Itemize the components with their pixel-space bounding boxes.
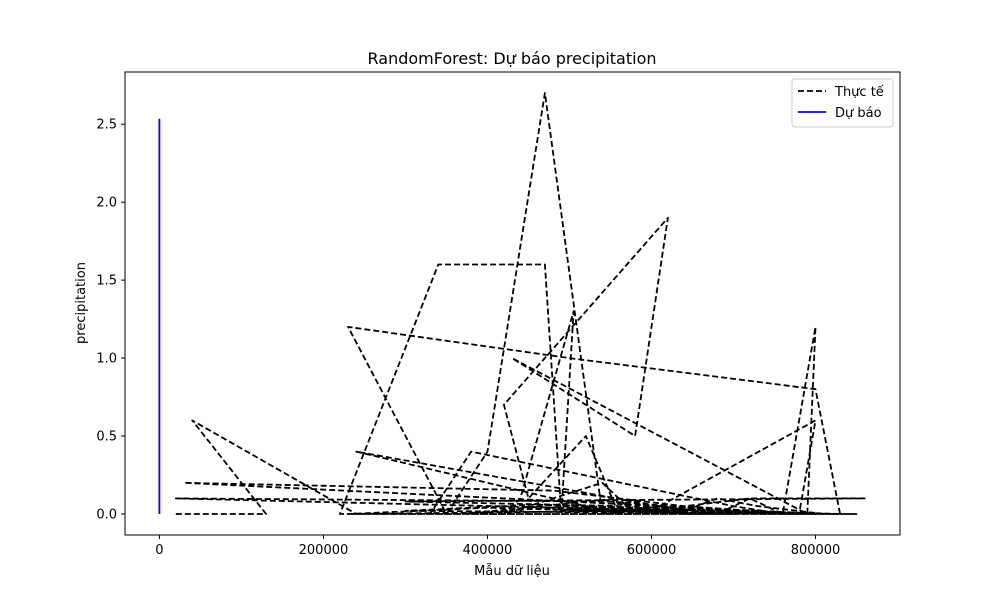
x-tick-label: 400000 [463,543,513,558]
x-tick-label: 800000 [791,543,841,558]
legend-label-predicted: Dự báo [835,106,882,121]
legend-label-actual: Thực tế [834,85,884,100]
x-tick-label: 600000 [627,543,677,558]
x-tick-label: 200000 [299,543,349,558]
y-tick-label: 0.0 [96,507,117,522]
y-tick-label: 2.0 [96,196,117,211]
plot-area [124,71,901,536]
y-tick-label: 1.5 [96,274,117,289]
y-tick-label: 2.5 [96,118,117,133]
legend: Thực tế Dự báo [791,78,894,128]
y-axis: 0.0 0.5 1.0 1.5 2.0 2.5 [96,118,125,522]
x-axis: 0 200000 400000 600000 800000 [155,535,840,558]
y-tick-label: 0.5 [96,430,117,445]
y-tick-label: 1.0 [96,352,117,367]
y-axis-label: precipitation [74,262,89,344]
x-tick-label: 0 [155,543,163,558]
axes-frame [124,71,901,536]
x-axis-label: Mẫu dữ liệu [474,564,550,579]
series-layer [158,92,866,515]
series-line-actual [174,92,866,515]
chart-title: RandomForest: Dự báo precipitation [368,49,657,68]
